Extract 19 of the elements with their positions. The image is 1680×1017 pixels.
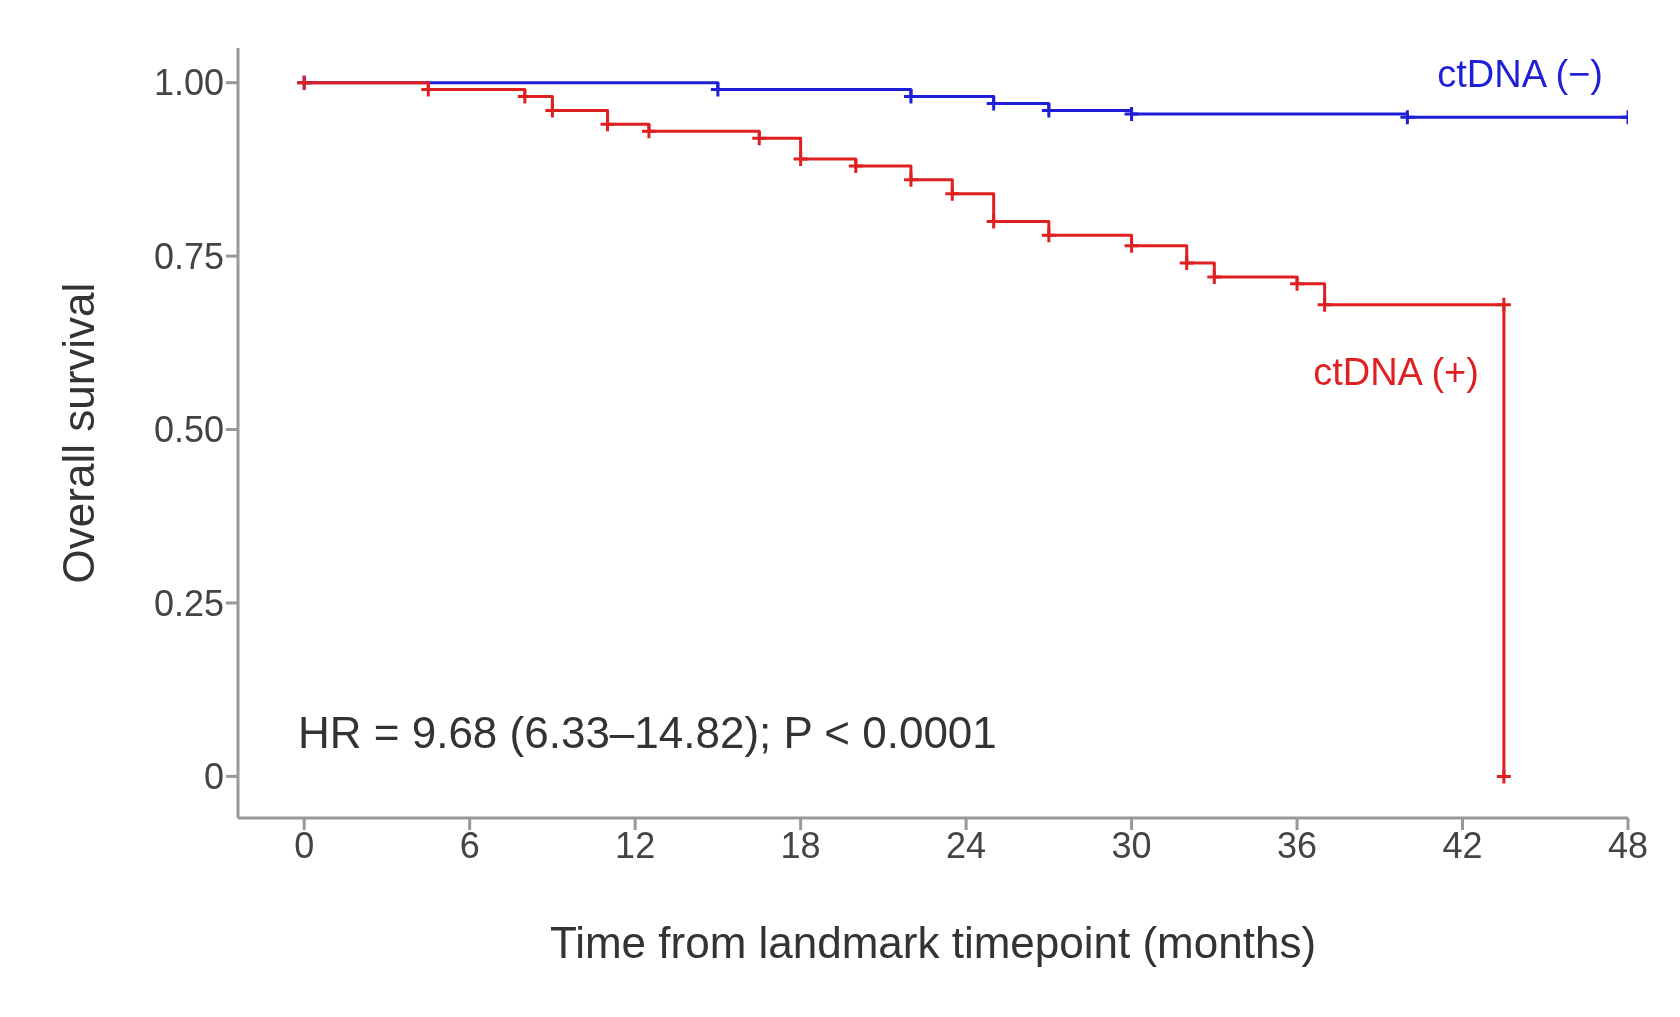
series-label: ctDNA (+) xyxy=(1313,350,1479,393)
x-tick-label: 24 xyxy=(946,824,987,866)
x-tick-label: 12 xyxy=(615,824,656,866)
x-tick-label: 18 xyxy=(780,824,821,866)
y-axis-title: Overall survival xyxy=(53,282,103,584)
y-tick-label: 0.25 xyxy=(153,582,224,624)
series-label: ctDNA (−) xyxy=(1437,53,1603,96)
x-tick-label: 6 xyxy=(459,824,480,866)
y-tick-label: 0.75 xyxy=(153,235,224,277)
y-tick-label: 0.50 xyxy=(153,409,224,451)
x-axis-title: Time from landmark timepoint (months) xyxy=(549,918,1317,967)
x-tick-label: 42 xyxy=(1442,824,1483,866)
x-tick-label: 48 xyxy=(1607,824,1649,866)
x-tick-label: 36 xyxy=(1277,824,1318,866)
annotation: HR = 9.68 (6.33–14.82); P < 0.0001 xyxy=(298,708,997,758)
x-tick-label: 0 xyxy=(294,824,315,866)
x-tick-label: 30 xyxy=(1111,824,1152,866)
y-tick-label: 0 xyxy=(203,756,224,798)
y-tick-label: 1.00 xyxy=(153,62,224,104)
